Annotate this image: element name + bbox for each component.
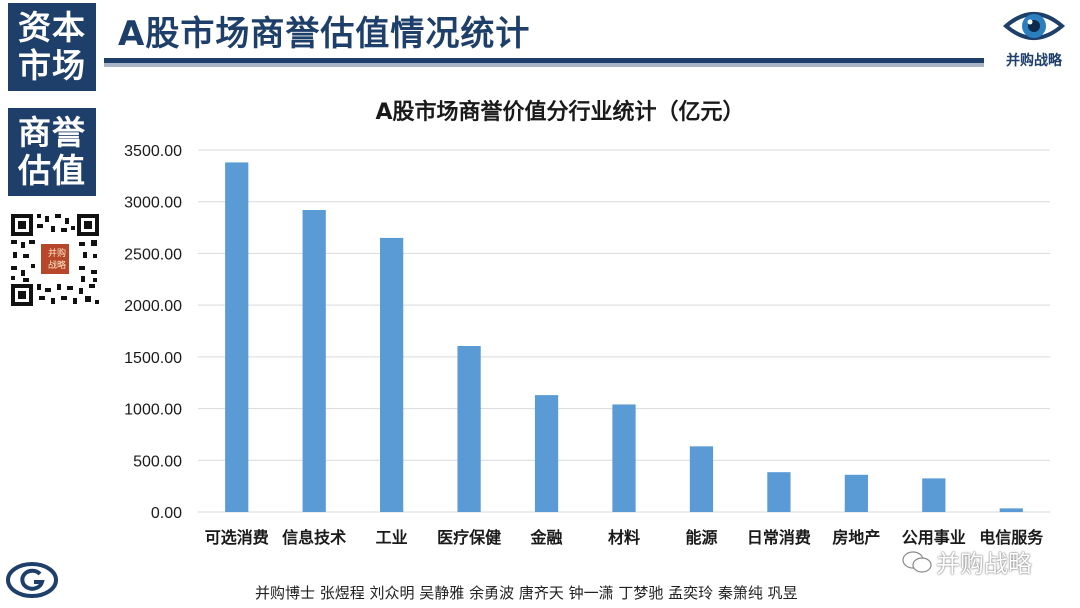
brand-name: 并购战略 — [1006, 53, 1062, 69]
x-tick-label: 材料 — [608, 528, 640, 547]
bar-chart: 0.00 500.00 1000.00 1500.00 2000.00 2500.00 30… — [124, 143, 1050, 547]
y-tick-label: 500.00 — [133, 453, 182, 470]
bar — [689, 446, 714, 512]
section-badge-capital-market: 资本 市场 — [8, 3, 96, 91]
company-logo-icon — [6, 562, 58, 598]
x-tick-label: 金融 — [530, 528, 563, 547]
x-tick-label: 公用事业 — [902, 528, 966, 547]
x-tick-label: 电信服务 — [979, 528, 1044, 547]
qr-caption-1: 并购 — [48, 247, 66, 259]
x-tick-label: 工业 — [376, 528, 408, 547]
header-divider-shadow — [104, 63, 984, 67]
qr-code-icon: 并购 战略 — [9, 212, 101, 308]
y-tick-label: 0.00 — [151, 505, 182, 522]
bar — [225, 162, 249, 512]
x-tick-label: 房地产 — [832, 528, 880, 547]
y-tick-label: 2500.00 — [124, 246, 182, 263]
bar — [767, 472, 791, 512]
badge-line-1: 资本 — [18, 8, 86, 47]
x-tick-label: 能源 — [685, 528, 717, 547]
header-divider — [104, 58, 984, 63]
badge-line-1: 商誉 — [18, 113, 86, 152]
bar — [999, 508, 1023, 512]
wechat-watermark: 并购战略 — [902, 544, 1032, 579]
left-rail: 资本 市场 商誉 估值 并购 战略 — [0, 0, 104, 608]
eye-icon — [1002, 12, 1066, 40]
y-tick-label: 1500.00 — [124, 350, 182, 367]
bar — [612, 404, 636, 512]
page-title: A股市场商誉估值情况统计 — [118, 13, 531, 54]
bar — [534, 395, 559, 512]
badge-line-2: 市场 — [18, 46, 86, 85]
bar — [380, 237, 404, 512]
x-tick-label: 可选消费 — [205, 528, 269, 547]
x-tick-label: 信息技术 — [282, 528, 346, 547]
chart-title: A股市场商誉价值分行业统计（亿元） — [375, 100, 745, 125]
watermark-text: 并购战略 — [936, 550, 1032, 578]
y-tick-label: 2000.00 — [124, 298, 182, 315]
bar — [302, 209, 326, 512]
bar — [844, 474, 868, 512]
y-tick-label: 3500.00 — [124, 143, 182, 160]
section-badge-goodwill-valuation: 商誉 估值 — [8, 108, 96, 196]
qr-caption-2: 战略 — [48, 259, 66, 271]
badge-line-2: 估值 — [18, 151, 86, 190]
bar — [922, 478, 946, 512]
brand-logo: 并购战略 — [994, 4, 1074, 78]
authors-line: 并购博士 张煜程 刘众明 吴静雅 余勇波 唐齐天 钟一潇 丁梦驰 孟奕玲 秦箫纯… — [255, 584, 798, 602]
wechat-icon — [902, 550, 932, 573]
bar — [457, 345, 481, 512]
y-tick-label: 1000.00 — [124, 402, 182, 419]
x-tick-label: 医疗保健 — [437, 528, 501, 547]
y-tick-label: 3000.00 — [124, 195, 182, 212]
x-tick-label: 日常消费 — [747, 528, 811, 547]
